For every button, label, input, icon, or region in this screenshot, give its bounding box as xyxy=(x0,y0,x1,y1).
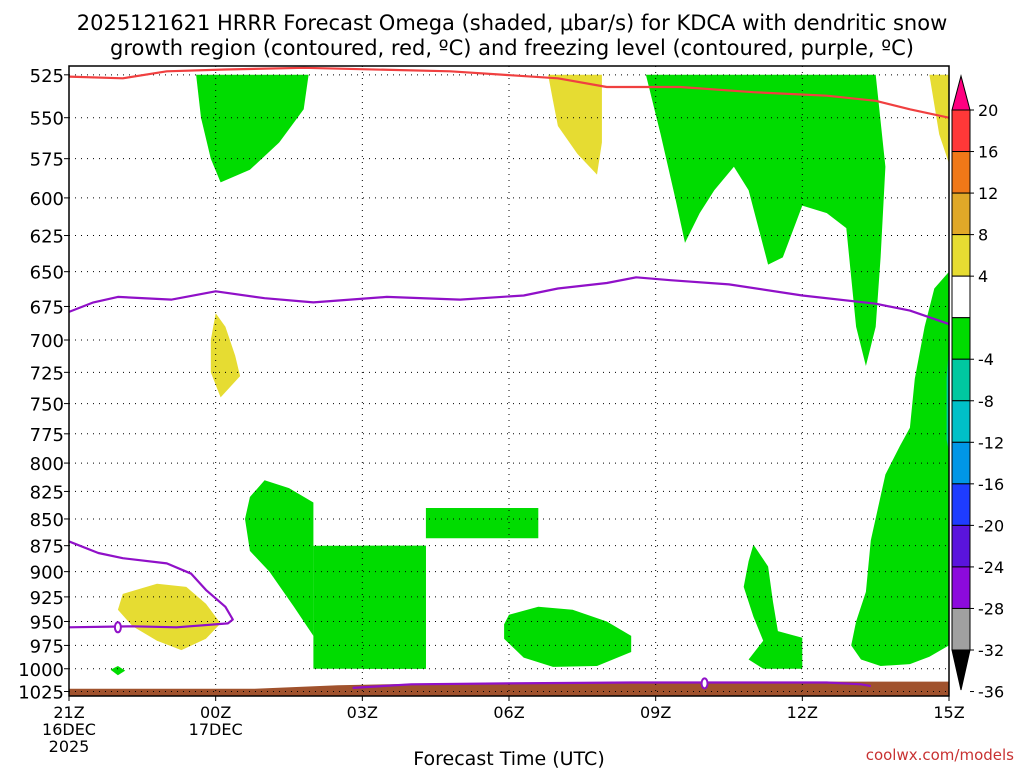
colorbar-label: -8 xyxy=(978,392,994,411)
colorbar-label: 4 xyxy=(978,267,988,286)
colorbar-label: -28 xyxy=(978,599,1004,618)
y-tick-label: 900 xyxy=(30,563,64,584)
colorbar-segment xyxy=(951,192,971,236)
y-tick-label: 525 xyxy=(30,66,64,87)
y-tick-label: 800 xyxy=(30,454,64,475)
colorbar-label: 16 xyxy=(978,143,998,162)
contours xyxy=(69,66,949,690)
colorbar-label: -4 xyxy=(978,350,994,369)
contour-ring xyxy=(113,621,122,634)
colorbar-segment xyxy=(951,275,971,319)
omega-region xyxy=(110,666,126,676)
y-tick-label: 925 xyxy=(30,588,64,609)
omega-region xyxy=(645,74,886,367)
chart-title-line1: 2025121621 HRRR Forecast Omega (shaded, … xyxy=(77,11,948,35)
y-tick-label: 575 xyxy=(30,150,64,171)
contour-line xyxy=(69,540,234,629)
colorbar-segment xyxy=(951,400,971,443)
y-tick-label: 1025 xyxy=(18,683,64,704)
contour-line xyxy=(352,681,871,689)
x-tick-date: 16DEC xyxy=(42,720,96,739)
omega-region xyxy=(743,544,803,669)
y-tick-label: 875 xyxy=(30,537,64,558)
y-tick-label: 1000 xyxy=(18,660,64,681)
y-tick-label: 600 xyxy=(30,189,64,210)
ground-terrain xyxy=(69,681,949,696)
y-tick-label: 550 xyxy=(30,109,64,130)
colorbar-segment xyxy=(951,607,971,651)
x-tick-label: 15Z xyxy=(933,703,964,722)
omega-region xyxy=(548,74,602,175)
y-tick-label: 650 xyxy=(30,263,64,284)
colorbar-label: 8 xyxy=(978,226,988,245)
contour-line xyxy=(69,66,949,119)
omega-region xyxy=(504,606,632,667)
colorbar-segment xyxy=(951,234,971,277)
colorbar-segment xyxy=(951,524,971,568)
colorbar-label: -24 xyxy=(978,558,1004,577)
plot-area xyxy=(69,74,949,696)
omega-region xyxy=(929,74,949,164)
colorbar-label: 12 xyxy=(978,184,998,203)
chart-title-line2: growth region (contoured, red, ºC) and f… xyxy=(110,36,914,60)
colorbar-segment xyxy=(951,109,971,153)
colorbar-segment xyxy=(951,317,971,360)
y-tick-label: 825 xyxy=(30,482,64,503)
colorbar-label: 20 xyxy=(978,101,998,120)
omega-region xyxy=(210,313,241,398)
omega-region xyxy=(196,74,309,183)
x-axis-label: Forecast Time (UTC) xyxy=(413,748,604,768)
y-tick-label: 750 xyxy=(30,395,64,416)
y-tick-label: 725 xyxy=(30,363,64,384)
colorbar-segment xyxy=(951,151,971,194)
x-tick-label: 06Z xyxy=(493,703,524,722)
y-tick-label: 675 xyxy=(30,297,64,318)
x-tick-label: 00Z xyxy=(200,703,231,722)
x-tick-date: 17DEC xyxy=(189,720,243,739)
x-tick-label: 21Z xyxy=(53,703,84,722)
x-tick-label: 03Z xyxy=(347,703,378,722)
colorbar-segment xyxy=(951,483,971,526)
x-tick-label: 12Z xyxy=(787,703,818,722)
colorbar-segment xyxy=(951,566,971,609)
credit-label: coolwx.com/models xyxy=(866,746,1014,764)
colorbar-segment xyxy=(951,441,971,485)
y-tick-label: 950 xyxy=(30,612,64,633)
omega-region xyxy=(117,583,221,651)
y-tick-label: 975 xyxy=(30,636,64,657)
y-tick-label: 775 xyxy=(30,425,64,446)
colorbar-label: -16 xyxy=(978,475,1004,494)
x-tick-label: 09Z xyxy=(640,703,671,722)
omega-region xyxy=(851,271,949,666)
colorbar-label: -20 xyxy=(978,516,1004,535)
contour-ring xyxy=(700,677,709,690)
y-tick-label: 700 xyxy=(30,331,64,352)
y-tick-label: 850 xyxy=(30,510,64,531)
omega-region xyxy=(313,545,426,669)
colorbar-label: -12 xyxy=(978,433,1004,452)
axes: 525 550 575 600 625 650 675 700 725 750 775 800 825 8… xyxy=(18,65,965,756)
colorbar-top-arrow xyxy=(951,74,971,111)
colorbar: 20 16 12 8 4 -4 -8 -12 -16 -20 -24 -28 -32 -36 xyxy=(951,74,1004,702)
x-tick-year: 2025 xyxy=(49,737,90,756)
colorbar-segment xyxy=(951,358,971,402)
colorbar-label: -36 xyxy=(978,683,1004,702)
colorbar-bottom-arrow xyxy=(951,649,971,691)
y-tick-label: 625 xyxy=(30,227,64,248)
omega-region xyxy=(425,508,539,539)
contour-line xyxy=(69,276,949,326)
colorbar-label: -32 xyxy=(978,641,1004,660)
